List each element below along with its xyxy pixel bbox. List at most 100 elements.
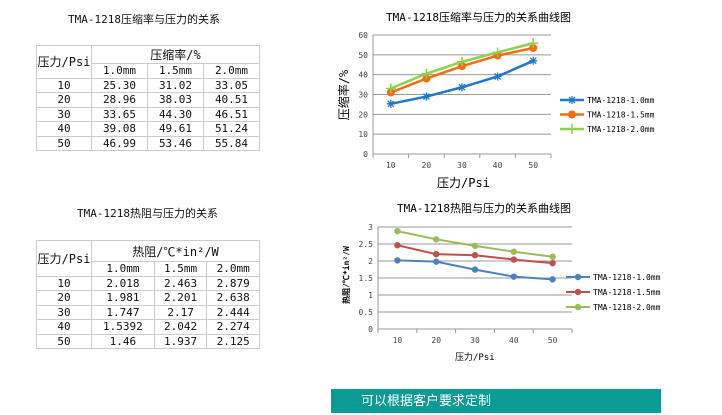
legend-marker (568, 110, 576, 119)
table-row: 30 1.747 2.17 2.444 (36, 304, 260, 320)
table-cell: 2.042 (153, 319, 208, 335)
y-tick-label: 3 (368, 223, 373, 232)
table-row: 50 46.99 53.46 55.84 (36, 135, 260, 151)
column-header: 2.0mm (203, 63, 260, 79)
data-point (529, 56, 538, 65)
table-cell: 40 (36, 121, 92, 137)
y-tick-label: 40 (358, 71, 368, 80)
group-header: 热阻/℃*in²/W (91, 240, 260, 262)
legend-label: TMA-1218-1.5mm (593, 288, 661, 297)
y-tick-label: 2.5 (359, 240, 374, 249)
customization-banner: 可以根据客户要求定制 (331, 389, 661, 413)
thermal-resistance-table: 压力/Psi 热阻/℃*in²/W 1.0mm 1.5mm 2.0mm 10 2.018 2.… (36, 240, 260, 349)
y-tick-label: 1 (368, 291, 373, 300)
x-tick-label: 50 (528, 161, 538, 170)
data-point (394, 257, 401, 264)
legend-label: TMA-1218-1.0mm (587, 96, 655, 105)
x-tick-label: 30 (457, 161, 467, 170)
y-axis-label: 热阻/℃*in²/W (341, 246, 351, 304)
legend-marker (574, 288, 582, 296)
table-cell: 50 (36, 135, 92, 151)
table-row: 20 1.981 2.201 2.638 (36, 290, 260, 306)
data-point (471, 252, 479, 259)
table-cell: 2.201 (153, 290, 208, 306)
data-point (458, 83, 466, 92)
x-tick-label: 40 (509, 336, 519, 345)
data-point (510, 248, 517, 255)
legend-marker (574, 303, 582, 311)
table-cell: 25.30 (91, 77, 148, 93)
table-cell: 46.51 (203, 106, 260, 122)
data-point (394, 242, 401, 249)
y-axis-label: 压缩率/% (336, 69, 351, 120)
table-row: 40 39.08 49.61 51.24 (36, 121, 260, 137)
legend-marker (568, 96, 576, 104)
x-tick-label: 10 (393, 336, 403, 345)
x-tick-label: 20 (422, 161, 432, 170)
compression-table: 压力/Psi 压缩率/% 1.0mm 1.5mm 2.0mm 10 25.30 31.02 33… (36, 45, 260, 151)
table-row: 50 1.46 1.937 2.125 (36, 333, 260, 349)
row-header: 压力/Psi (36, 240, 92, 277)
chart-title: TMA-1218压缩率与压力的关系曲线图 (386, 10, 571, 24)
x-tick-label: 50 (548, 336, 558, 345)
table-cell: 51.24 (203, 121, 260, 137)
data-point (433, 250, 440, 258)
table-cell: 38.03 (147, 92, 204, 108)
y-tick-label: 0 (368, 325, 373, 334)
table-cell: 46.99 (91, 135, 148, 151)
group-header: 压缩率/% (91, 45, 260, 64)
data-point (386, 99, 395, 108)
chart-title: TMA-1218热阻与压力的关系曲线图 (397, 201, 571, 215)
table-row: 30 33.65 44.30 46.51 (36, 106, 260, 122)
data-point (471, 242, 479, 250)
y-tick-label: 2 (368, 257, 373, 266)
x-axis-label: 压力/Psi (455, 351, 495, 363)
y-tick-label: 1.5 (359, 274, 374, 283)
x-axis-label: 压力/Psi (437, 176, 490, 190)
y-tick-label: 10 (358, 130, 368, 139)
data-point (433, 258, 440, 265)
data-point (394, 227, 401, 235)
legend-label: TMA-1218-2.0mm (593, 303, 661, 312)
table-cell: 2.125 (206, 333, 260, 349)
x-tick-label: 30 (470, 336, 480, 345)
table1-title: TMA-1218压缩率与压力的关系 (68, 13, 220, 26)
table-row: 10 25.30 31.02 33.05 (36, 77, 260, 93)
row-header: 压力/Psi (36, 45, 92, 79)
x-tick-label: 20 (431, 336, 441, 345)
y-tick-label: 50 (358, 51, 368, 60)
table2-title: TMA-1218热阻与压力的关系 (77, 207, 218, 220)
y-tick-label: 60 (358, 31, 368, 40)
y-tick-label: 0 (363, 150, 368, 159)
data-point (528, 38, 539, 49)
legend-marker (567, 124, 577, 134)
data-point (510, 273, 517, 280)
y-tick-label: 30 (358, 91, 368, 100)
data-point (433, 236, 440, 243)
data-point (510, 256, 517, 263)
table-cell: 50 (36, 333, 92, 349)
data-point (457, 56, 467, 67)
data-point (385, 83, 396, 94)
x-tick-label: 10 (386, 161, 396, 170)
legend-label: TMA-1218-2.0mm (587, 125, 655, 134)
data-point (421, 68, 432, 79)
data-point (422, 92, 431, 101)
y-tick-label: 0.5 (359, 308, 374, 317)
table-cell: 1.46 (91, 333, 155, 349)
x-tick-label: 40 (493, 161, 503, 170)
data-point (549, 259, 556, 267)
table-cell: 49.61 (147, 121, 204, 137)
table-cell: 40 (36, 319, 92, 335)
table-cell: 1.937 (153, 333, 208, 349)
legend-marker (574, 273, 582, 281)
legend-label: TMA-1218-1.0mm (593, 273, 661, 282)
table-cell: 33.65 (91, 106, 148, 122)
data-point (493, 72, 502, 81)
table-cell: 1.5392 (91, 319, 155, 335)
table-cell: 55.84 (203, 135, 260, 151)
table-cell: 2.17 (153, 304, 208, 320)
y-tick-label: 20 (358, 110, 368, 119)
data-point (471, 266, 479, 273)
